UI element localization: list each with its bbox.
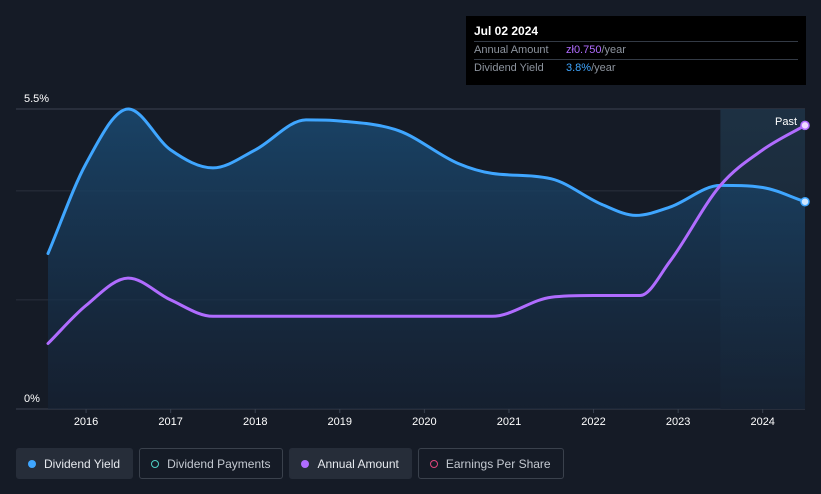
y-tick-label: 5.5% <box>24 93 49 105</box>
x-tick-label: 2017 <box>158 416 182 428</box>
legend-label: Earnings Per Share <box>445 456 551 471</box>
x-tick-label: 2021 <box>497 416 521 428</box>
legend-dividend-yield[interactable]: Dividend Yield <box>16 448 134 479</box>
annual-amount-endpoint <box>800 120 810 131</box>
legend-label: Dividend Yield <box>44 456 121 471</box>
y-tick-label: 0% <box>24 393 40 405</box>
tooltip-date: Jul 02 2024 <box>474 24 539 38</box>
tooltip-unit: /year <box>601 44 626 56</box>
tooltip-row-dividend-yield: Dividend Yield 3.8% /year <box>474 59 798 77</box>
x-tick-label: 2022 <box>581 416 605 428</box>
tooltip-value: 3.8% <box>566 62 592 74</box>
tooltip-row-annual-amount: Annual Amount zł0.750 /year <box>474 41 798 59</box>
data-tooltip: Jul 02 2024 Annual Amount zł0.750 /year … <box>466 16 806 85</box>
dividend-yield-line <box>46 107 807 255</box>
x-tick-label: 2019 <box>328 416 352 428</box>
legend-label: Annual Amount <box>317 456 399 471</box>
filled-dot-icon <box>301 459 310 468</box>
past-label: Past <box>775 116 797 128</box>
x-tick-label: 2020 <box>412 416 436 428</box>
legend-earnings-per-share[interactable]: Earnings Per Share <box>417 448 564 479</box>
legend-dividend-payments[interactable]: Dividend Payments <box>139 448 284 479</box>
dividend-yield-endpoint <box>800 196 810 207</box>
dividend-chart: Past 5.5% 0% 2016 2017 2018 2019 2020 2021 2022… <box>16 93 810 428</box>
hollow-dot-icon <box>429 459 438 468</box>
legend-annual-amount[interactable]: Annual Amount <box>289 448 412 479</box>
dividend-yield-area <box>48 109 805 409</box>
tooltip-value: zł0.750 <box>566 44 602 56</box>
tooltip-label: Annual Amount <box>474 44 549 56</box>
hollow-dot-icon <box>151 459 160 468</box>
x-tick-label: 2024 <box>750 416 774 428</box>
legend: Dividend Yield Dividend Payments Annual … <box>16 448 564 479</box>
tooltip-label: Dividend Yield <box>474 62 544 74</box>
x-axis-ticks: 2016 2017 2018 2019 2020 2021 2022 2023 2024 <box>74 409 775 428</box>
x-tick-label: 2018 <box>243 416 267 428</box>
x-tick-label: 2016 <box>74 416 98 428</box>
x-tick-label: 2023 <box>666 416 690 428</box>
y-axis-ticks: 5.5% 0% <box>24 93 49 405</box>
tooltip-unit: /year <box>591 62 616 74</box>
legend-label: Dividend Payments <box>167 456 271 471</box>
filled-dot-icon <box>28 459 36 468</box>
annual-amount-line <box>46 123 807 345</box>
